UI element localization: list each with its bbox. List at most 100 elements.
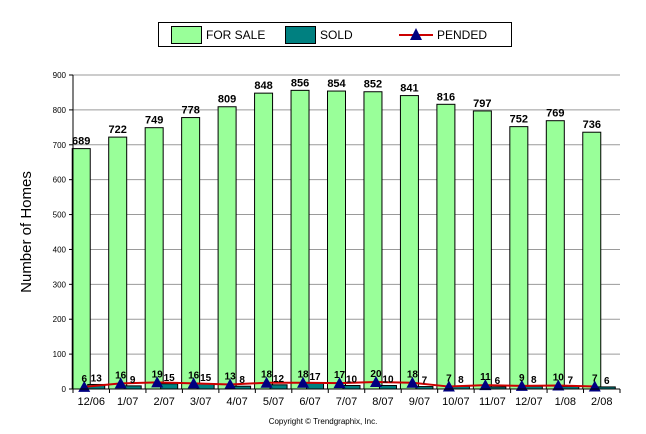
legend-item-for-sale: FOR SALE [171,23,265,46]
bar-sold [342,385,361,390]
bar-for-sale [217,106,237,390]
data-label-pended: 19 [152,369,164,380]
y-tick-label: 0 [62,385,67,394]
pended-marker [114,377,127,389]
bar-for-sale [290,89,310,390]
y-tick-label: 500 [53,211,67,220]
data-label-for-sale: 722 [109,124,127,136]
legend-label-sold: SOLD [320,27,353,42]
bar-sold [378,385,397,390]
data-label-pended: 13 [225,371,237,382]
legend-swatch-pended [399,27,433,40]
pended-marker [406,376,419,388]
bar-for-sale [472,110,492,390]
bar-for-sale [582,131,602,390]
data-label-sold: 7 [422,376,428,387]
y-tick-label: 700 [53,141,67,150]
bar-for-sale [181,117,201,390]
data-label-pended: 6 [81,374,87,385]
y-tick-label: 200 [53,315,67,324]
data-label-for-sale: 736 [583,119,601,131]
copyright-text: Copyright © Trendgraphix, Inc. [268,417,378,426]
data-label-pended: 7 [592,374,598,385]
bar-for-sale [327,90,346,390]
x-tick-label: 1/08 [555,396,576,408]
data-label-sold: 15 [164,373,176,384]
y-tick-label: 800 [53,106,67,115]
data-label-sold: 6 [495,376,501,387]
x-tick-label: 2/08 [591,396,612,408]
x-tick-label: 10/07 [442,396,470,408]
bar-for-sale [71,148,91,390]
legend-swatch-for-sale [171,25,202,44]
data-label-for-sale: 848 [254,80,272,92]
x-tick-label: 4/07 [226,396,247,408]
y-axis-label: Number of Homes [18,171,35,293]
x-axis-ticks: 12/06 1/07 2/07 3/07 4/07 5/07 6/07 7/07 8/07 9/0… [72,389,621,408]
data-label-for-sale: 778 [181,105,199,117]
bar-for-sale [436,103,456,390]
data-label-for-sale: 752 [510,114,528,126]
x-tick-label: 12/06 [77,396,105,408]
y-tick-label: 900 [53,71,67,80]
legend-item-sold: SOLD [285,23,353,46]
x-tick-label: 1/07 [117,396,138,408]
bar-for-sale [509,126,529,390]
data-label-sold: 8 [531,375,537,386]
data-label-pended: 10 [553,373,565,384]
y-axis-ticks: 0 100 200 300 400 500 600 700 800 900 [53,71,73,394]
pended-marker [297,376,310,388]
x-tick-label: 12/07 [515,396,543,408]
data-label-for-sale: 841 [400,83,418,95]
y-tick-label: 600 [53,176,67,185]
bar-for-sale [254,92,274,390]
x-tick-label: 7/07 [336,396,357,408]
data-label-for-sale: 809 [218,94,236,106]
bar-for-sale [363,91,383,390]
bar-for-sale [144,127,164,390]
bar-sold [269,384,288,390]
pended-marker [515,379,528,391]
data-label-sold: 8 [239,375,245,386]
data-label-for-sale: 852 [364,79,382,91]
data-label-pended: 7 [446,374,452,385]
pended-marker [369,376,382,388]
pended-marker [333,377,346,389]
legend-label-pended: PENDED [437,27,488,42]
data-label-pended: 18 [407,370,419,381]
bar-sold [160,383,179,390]
legend-item-pended: PENDED [399,23,487,46]
bar-for-sale [108,136,128,390]
pended-marker [151,376,164,388]
data-label-pended: 9 [519,373,525,384]
x-tick-label: 2/07 [153,396,174,408]
data-label-for-sale: 856 [291,77,309,89]
data-label-sold: 7 [568,376,574,387]
pended-marker [187,377,200,389]
y-tick-label: 400 [53,245,67,254]
data-label-pended: 20 [370,369,382,380]
data-label-for-sale: 749 [145,115,163,127]
data-label-sold: 9 [130,375,136,386]
x-tick-label: 6/07 [299,396,320,408]
data-label-sold: 10 [346,375,358,386]
pended-marker [260,376,273,388]
data-label-sold: 12 [273,374,285,385]
data-label-sold: 13 [91,373,103,384]
y-tick-label: 100 [53,350,67,359]
bar-for-sale [545,120,565,390]
data-label-sold: 17 [309,372,321,383]
x-tick-label: 5/07 [263,396,284,408]
data-label-pended: 16 [115,370,127,381]
x-tick-label: 9/07 [409,396,430,408]
data-label-sold: 6 [604,376,610,387]
legend-swatch-sold [285,25,316,44]
data-label-for-sale: 816 [437,91,455,103]
x-tick-label: 11/07 [479,396,506,408]
pended-marker [224,378,237,390]
data-label-pended: 11 [480,372,491,383]
x-tick-label: 8/07 [372,396,393,408]
data-label-pended: 16 [188,370,200,381]
